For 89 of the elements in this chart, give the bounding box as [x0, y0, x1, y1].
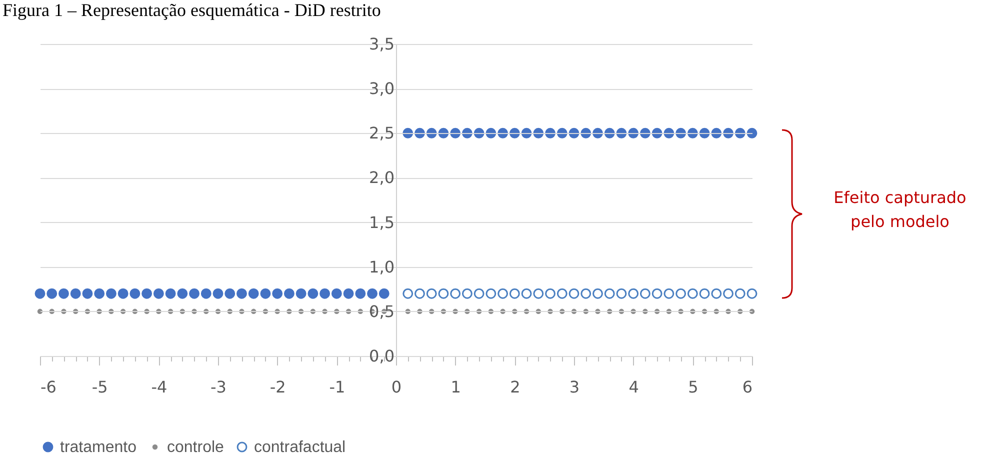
x-tick-label: -4	[151, 378, 168, 396]
point	[142, 288, 152, 299]
text: Efeito capturado pelo modelo	[832, 187, 968, 233]
point	[308, 288, 318, 299]
x-tick-label: 6	[742, 378, 752, 396]
point	[450, 288, 461, 299]
point	[118, 288, 128, 299]
point	[343, 288, 354, 299]
x-tick-label: -5	[92, 378, 108, 396]
point	[486, 288, 496, 299]
point	[165, 288, 176, 299]
point	[664, 288, 674, 299]
point	[402, 288, 414, 299]
point	[687, 288, 698, 299]
point	[616, 288, 627, 299]
legend-label: contrafactual	[254, 439, 346, 456]
y-tick-label: 2,5	[369, 124, 394, 143]
point	[200, 288, 212, 299]
y-tick-label: 0,0	[369, 346, 394, 366]
point	[296, 288, 306, 299]
point	[652, 288, 662, 299]
x-tick-label: 2	[510, 378, 520, 396]
x-tick-label: 1	[450, 378, 461, 396]
y-tick-label: 0,5	[369, 302, 394, 321]
point	[212, 288, 224, 299]
point	[438, 288, 449, 299]
point	[367, 288, 378, 299]
y-tick-label: 3,0	[369, 79, 394, 98]
point	[749, 308, 755, 314]
point	[628, 288, 639, 299]
point	[130, 288, 140, 299]
point	[82, 288, 93, 299]
point	[37, 308, 43, 314]
point	[640, 288, 650, 299]
point	[70, 288, 81, 299]
legend-label: controle	[167, 439, 224, 456]
point	[746, 128, 758, 138]
point	[355, 288, 366, 299]
point	[94, 288, 105, 299]
y-tick-label: 2,0	[369, 168, 394, 188]
y-tick-label: 1,0	[369, 257, 394, 276]
point	[545, 288, 556, 299]
point	[580, 288, 592, 299]
point	[509, 288, 520, 299]
point	[331, 288, 342, 299]
point	[676, 288, 686, 299]
x-tick-label: 5	[688, 378, 698, 396]
point	[498, 288, 508, 299]
point	[260, 288, 271, 299]
y-tick-label: 1,5	[369, 212, 394, 232]
x-tick-label: -3	[210, 378, 226, 396]
legend-label: tratamento	[60, 439, 137, 456]
chart-title: Figura 1 – Representação esquemática - DiD restrito	[2, 0, 381, 20]
x-tick-label: 3	[569, 378, 580, 396]
point	[711, 288, 722, 299]
point	[533, 288, 544, 299]
point	[462, 288, 472, 299]
point	[568, 288, 580, 299]
point	[734, 288, 746, 299]
point	[474, 288, 484, 299]
point	[189, 288, 200, 299]
point	[46, 288, 58, 299]
point	[604, 288, 615, 299]
point	[320, 288, 330, 299]
point	[153, 288, 164, 299]
x-tick-label: -6	[40, 378, 56, 396]
point	[592, 288, 603, 299]
point	[177, 288, 188, 299]
point	[272, 288, 283, 299]
point	[746, 288, 758, 299]
y-tick-label: 3,5	[369, 34, 394, 54]
point	[699, 288, 710, 299]
point	[378, 288, 390, 299]
point	[284, 288, 294, 299]
x-tick-label: 0	[391, 378, 402, 396]
x-tick-label: 4	[628, 378, 639, 396]
point	[34, 288, 46, 299]
point	[58, 288, 69, 299]
x-tick-label: -1	[329, 378, 346, 396]
point	[426, 288, 437, 299]
point	[248, 288, 259, 299]
point	[414, 288, 425, 299]
point	[723, 288, 734, 299]
point	[106, 288, 116, 299]
point	[521, 288, 532, 299]
point	[556, 288, 568, 299]
point	[236, 288, 247, 299]
x-tick-label: -2	[270, 378, 286, 396]
point	[224, 288, 236, 299]
